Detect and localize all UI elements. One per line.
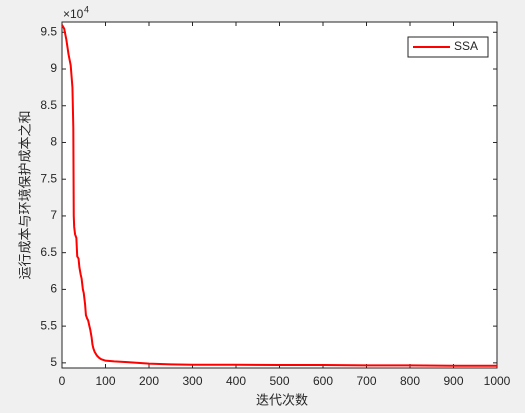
- y-tick-label: 8: [50, 135, 57, 149]
- x-tick-label: 300: [182, 374, 202, 388]
- x-axis-label: 迭代次数: [256, 393, 308, 409]
- data-line: [61, 24, 497, 367]
- legend-label: SSA: [454, 39, 478, 53]
- y-tick-label: 6.5: [40, 245, 57, 259]
- y-multiplier-exponent: 4: [84, 4, 89, 14]
- x-tick-label: 800: [400, 374, 420, 388]
- y-tick-label: 6: [50, 282, 57, 296]
- y-tick-label: 9: [50, 61, 57, 75]
- y-multiplier: ×10: [63, 7, 84, 21]
- x-tick-label: 0: [59, 374, 66, 388]
- y-tick-label: 8.5: [40, 98, 57, 112]
- y-axis-label: 运行成本与环境保护成本之和: [19, 110, 34, 279]
- x-tick-label: 900: [443, 374, 463, 388]
- x-tick-label: 200: [139, 374, 159, 388]
- y-tick-label: 7: [50, 208, 57, 222]
- x-tick-label: 600: [313, 374, 333, 388]
- y-tick-label: 9.5: [40, 24, 57, 38]
- x-tick-label: 100: [95, 374, 115, 388]
- x-tick-label: 700: [356, 374, 376, 388]
- y-tick-label: 5: [50, 355, 57, 369]
- plot-area: [61, 21, 498, 369]
- x-tick-label: 400: [226, 374, 246, 388]
- y-tick-label: 7.5: [40, 171, 57, 185]
- y-tick-label: 5.5: [40, 318, 57, 332]
- x-tick-label: 500: [269, 374, 289, 388]
- x-tick-label: 1000: [484, 374, 511, 388]
